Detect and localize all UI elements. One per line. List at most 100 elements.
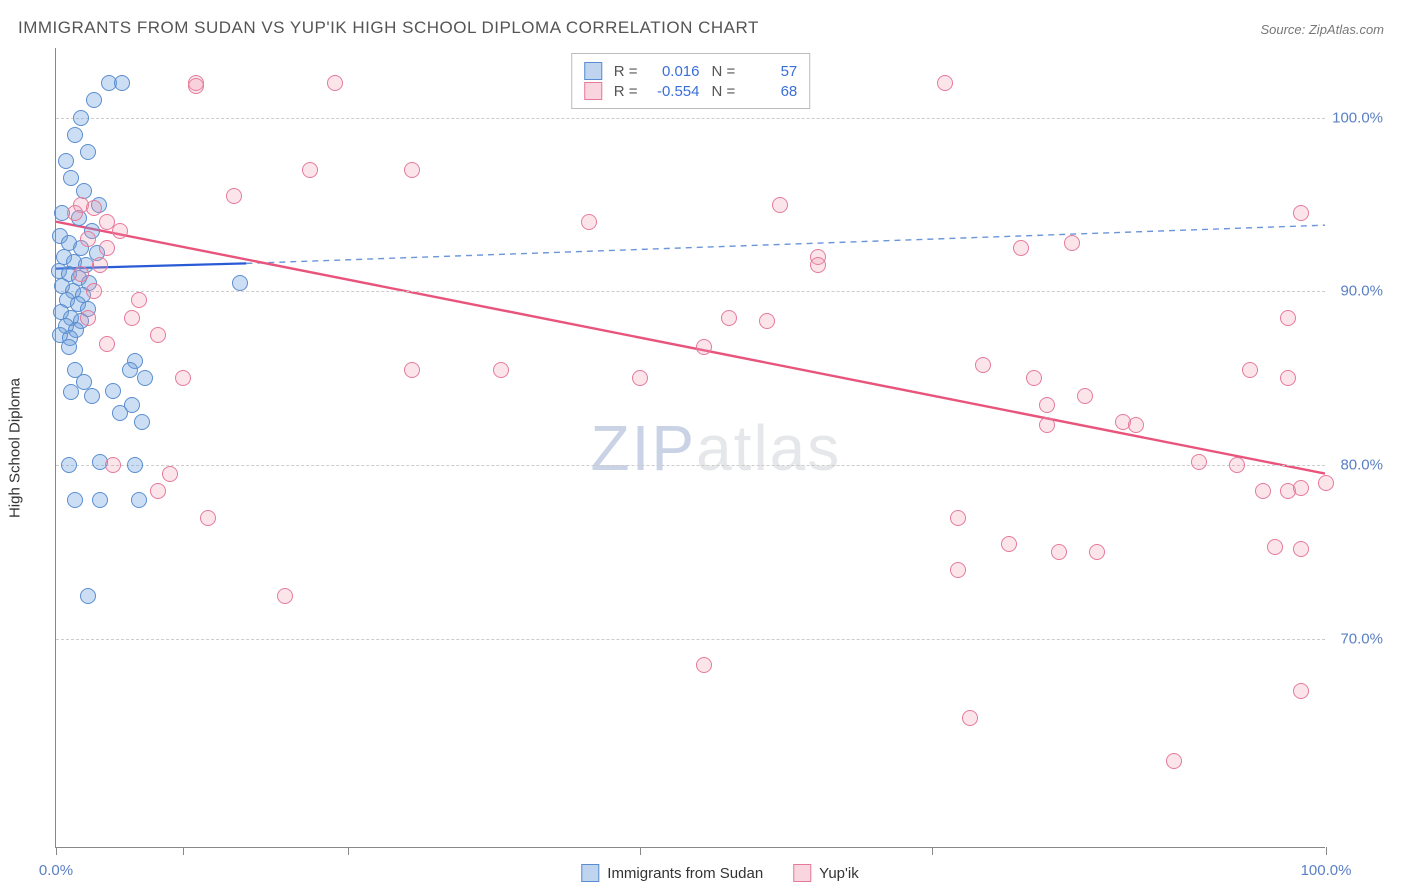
- data-point: [1128, 417, 1144, 433]
- data-point: [327, 75, 343, 91]
- data-point: [1051, 544, 1067, 560]
- data-point: [124, 310, 140, 326]
- data-point: [1280, 370, 1296, 386]
- stats-row-yupik: R = -0.554 N = 68: [584, 82, 798, 100]
- data-point: [1267, 539, 1283, 555]
- swatch-pink-icon: [793, 864, 811, 882]
- xtick: [640, 847, 641, 855]
- stat-r-yupik: -0.554: [650, 83, 700, 100]
- data-point: [696, 339, 712, 355]
- data-point: [632, 370, 648, 386]
- data-point: [58, 153, 74, 169]
- stats-row-sudan: R = 0.016 N = 57: [584, 62, 798, 80]
- xtick-label: 100.0%: [1301, 862, 1352, 879]
- data-point: [150, 327, 166, 343]
- stats-legend: R = 0.016 N = 57 R = -0.554 N = 68: [571, 53, 811, 109]
- data-point: [1166, 753, 1182, 769]
- legend-item-sudan: Immigrants from Sudan: [581, 864, 763, 882]
- data-point: [772, 197, 788, 213]
- ytick-label: 80.0%: [1340, 457, 1383, 474]
- data-point: [1255, 483, 1271, 499]
- data-point: [1077, 388, 1093, 404]
- chart-title: IMMIGRANTS FROM SUDAN VS YUP'IK HIGH SCH…: [18, 18, 759, 38]
- data-point: [61, 339, 77, 355]
- data-point: [67, 127, 83, 143]
- stat-r-label: R =: [614, 63, 638, 80]
- data-point: [277, 588, 293, 604]
- gridline: [56, 465, 1325, 466]
- data-point: [200, 510, 216, 526]
- data-point: [80, 310, 96, 326]
- data-point: [975, 357, 991, 373]
- data-point: [404, 362, 420, 378]
- legend-label-yupik: Yup'ik: [819, 865, 859, 882]
- data-point: [61, 457, 77, 473]
- ytick-label: 100.0%: [1332, 109, 1383, 126]
- swatch-blue-icon: [584, 62, 602, 80]
- data-point: [122, 362, 138, 378]
- data-point: [92, 257, 108, 273]
- bottom-legend: Immigrants from Sudan Yup'ik: [581, 864, 858, 882]
- data-point: [810, 257, 826, 273]
- data-point: [1089, 544, 1105, 560]
- watermark-zip: ZIP: [591, 412, 697, 484]
- data-point: [493, 362, 509, 378]
- data-point: [67, 205, 83, 221]
- data-point: [105, 457, 121, 473]
- stat-n-label: N =: [712, 83, 736, 100]
- data-point: [581, 214, 597, 230]
- data-point: [86, 92, 102, 108]
- data-point: [1293, 205, 1309, 221]
- data-point: [950, 562, 966, 578]
- data-point: [962, 710, 978, 726]
- data-point: [302, 162, 318, 178]
- data-point: [134, 414, 150, 430]
- data-point: [63, 170, 79, 186]
- data-point: [1191, 454, 1207, 470]
- data-point: [73, 110, 89, 126]
- ytick-label: 70.0%: [1340, 631, 1383, 648]
- data-point: [1026, 370, 1042, 386]
- data-point: [1001, 536, 1017, 552]
- source-label: Source: ZipAtlas.com: [1260, 22, 1384, 37]
- data-point: [950, 510, 966, 526]
- data-point: [162, 466, 178, 482]
- xtick-label: 0.0%: [39, 862, 73, 879]
- xtick: [1326, 847, 1327, 855]
- data-point: [80, 588, 96, 604]
- data-point: [1039, 417, 1055, 433]
- data-point: [1318, 475, 1334, 491]
- ytick-label: 90.0%: [1340, 283, 1383, 300]
- trend-lines: [56, 48, 1325, 847]
- xtick: [932, 847, 933, 855]
- swatch-pink-icon: [584, 82, 602, 100]
- data-point: [105, 383, 121, 399]
- data-point: [127, 457, 143, 473]
- swatch-blue-icon: [581, 864, 599, 882]
- data-point: [67, 492, 83, 508]
- data-point: [114, 75, 130, 91]
- data-point: [1064, 235, 1080, 251]
- stat-n-sudan: 57: [747, 63, 797, 80]
- data-point: [937, 75, 953, 91]
- data-point: [696, 657, 712, 673]
- data-point: [137, 370, 153, 386]
- data-point: [73, 266, 89, 282]
- data-point: [1293, 541, 1309, 557]
- data-point: [404, 162, 420, 178]
- data-point: [1242, 362, 1258, 378]
- data-point: [759, 313, 775, 329]
- data-point: [1229, 457, 1245, 473]
- plot-area: ZIPatlas R = 0.016 N = 57 R = -0.554 N =…: [55, 48, 1325, 848]
- watermark-atlas: atlas: [696, 412, 841, 484]
- data-point: [1013, 240, 1029, 256]
- data-point: [99, 336, 115, 352]
- watermark: ZIPatlas: [591, 411, 842, 485]
- xtick: [183, 847, 184, 855]
- xtick: [348, 847, 349, 855]
- chart-container: High School Diploma ZIPatlas R = 0.016 N…: [55, 48, 1385, 848]
- legend-label-sudan: Immigrants from Sudan: [607, 865, 763, 882]
- data-point: [175, 370, 191, 386]
- data-point: [1280, 310, 1296, 326]
- gridline: [56, 639, 1325, 640]
